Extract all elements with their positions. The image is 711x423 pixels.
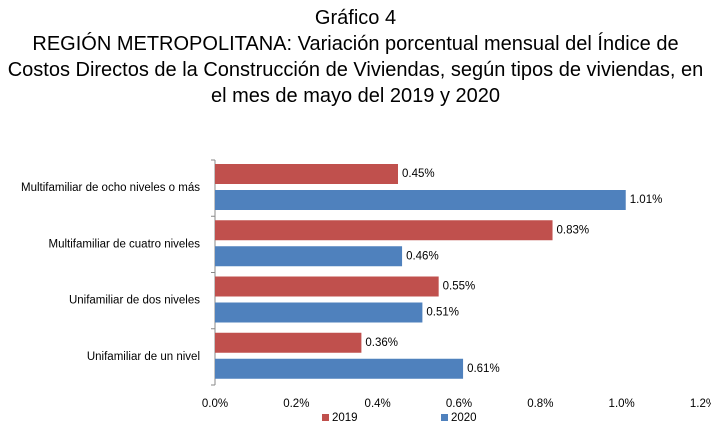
x-tick-label: 0.8% (527, 398, 553, 410)
legend-swatch (322, 414, 329, 421)
legend-swatch (441, 414, 448, 421)
x-tick-label: 1.0% (609, 398, 635, 410)
legend-label: 2019 (332, 412, 358, 423)
y-tick-label: Unifamiliar de un nivel (87, 351, 200, 363)
x-tick-label: 0.6% (446, 398, 472, 410)
bar (215, 246, 403, 267)
value-label: 1.01% (630, 194, 663, 206)
x-tick-label: 1.2% (690, 398, 711, 410)
value-label: 0.51% (426, 307, 459, 319)
titles: Gráfico 4 REGIÓN METROPOLITANA: Variació… (5, 5, 706, 109)
y-tick-label: Unifamiliar de dos niveles (69, 295, 200, 307)
x-tick-label: 0.2% (283, 398, 309, 410)
bar (215, 276, 439, 297)
bar (215, 220, 553, 241)
chart-subtitle: REGIÓN METROPOLITANA: Variación porcentu… (7, 33, 704, 107)
bar (215, 302, 423, 323)
value-label: 0.83% (557, 224, 590, 236)
value-label: 0.61% (467, 363, 500, 375)
y-tick-label: Multifamiliar de ocho niveles o más (21, 182, 200, 194)
value-label: 0.36% (365, 337, 398, 349)
x-tick-label: 0.0% (202, 398, 228, 410)
legend-label: 2020 (451, 412, 477, 423)
chart-title: Gráfico 4 (314, 7, 397, 29)
value-label: 0.45% (402, 168, 435, 180)
x-tick-label: 0.4% (365, 398, 391, 410)
bar (215, 190, 626, 210)
value-label: 0.46% (406, 250, 439, 262)
value-label: 0.55% (443, 281, 476, 293)
bar (215, 164, 398, 184)
y-tick-label: Multifamiliar de cuatro niveles (49, 238, 201, 250)
bar (215, 358, 464, 379)
bar (215, 332, 362, 353)
